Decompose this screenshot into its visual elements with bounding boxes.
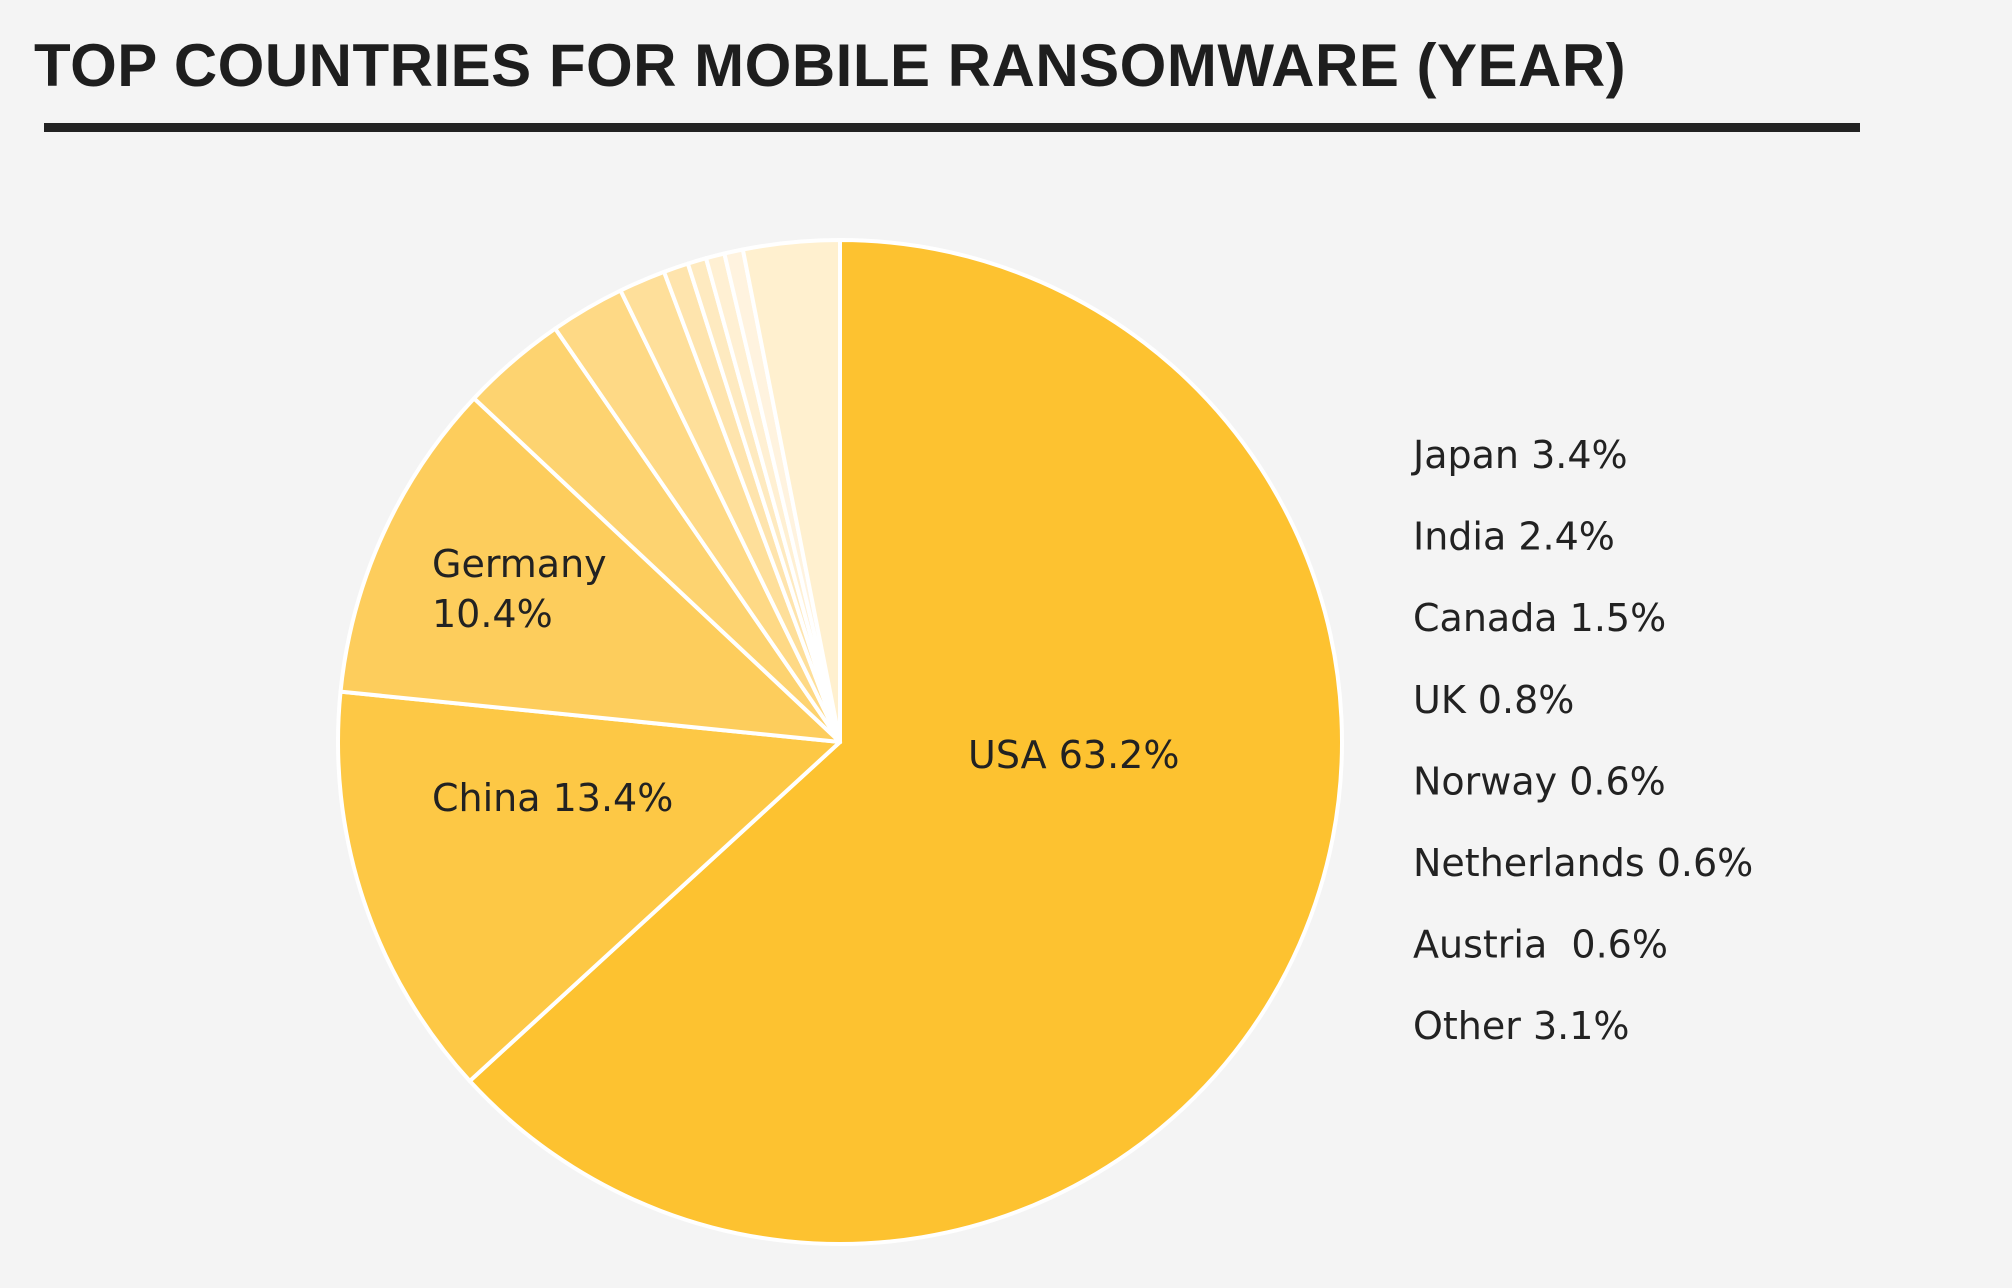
slice-label-germany: Germany 10.4% [432, 542, 607, 636]
legend-item-austria: Austria 0.6% [1413, 923, 1668, 967]
slice-label-line: Germany [432, 542, 607, 586]
pie-slice-china [336, 689, 842, 1084]
chart-title: TOP COUNTRIES FOR MOBILE RANSOMWARE (YEA… [34, 32, 1627, 99]
pie-legend: Japan 3.4% India 2.4% Canada 1.5% UK 0.8% No… [1411, 433, 1753, 1048]
pie-slice-germany [338, 396, 842, 744]
slice-label-usa: USA 63.2% [968, 733, 1179, 777]
pie-slice-usa [467, 238, 1344, 1246]
legend-item-canada: Canada 1.5% [1413, 596, 1666, 640]
legend-item-norway: Norway 0.6% [1413, 759, 1666, 803]
pie-slice-labels: USA 63.2% China 13.4% Germany 10.4% [432, 542, 1179, 820]
legend-item-other: Other 3.1% [1413, 1004, 1630, 1048]
legend-item-india: India 2.4% [1413, 515, 1615, 559]
title-underline [44, 123, 1860, 132]
legend-item-uk: UK 0.8% [1413, 678, 1574, 722]
pie-slice-other [740, 238, 842, 744]
legend-item-netherlands: Netherlands 0.6% [1413, 841, 1753, 885]
legend-item-japan: Japan 3.4% [1411, 433, 1628, 477]
pie-slices [336, 238, 1344, 1246]
slice-label-china: China 13.4% [432, 776, 673, 820]
slice-label-line: 10.4% [432, 592, 553, 636]
